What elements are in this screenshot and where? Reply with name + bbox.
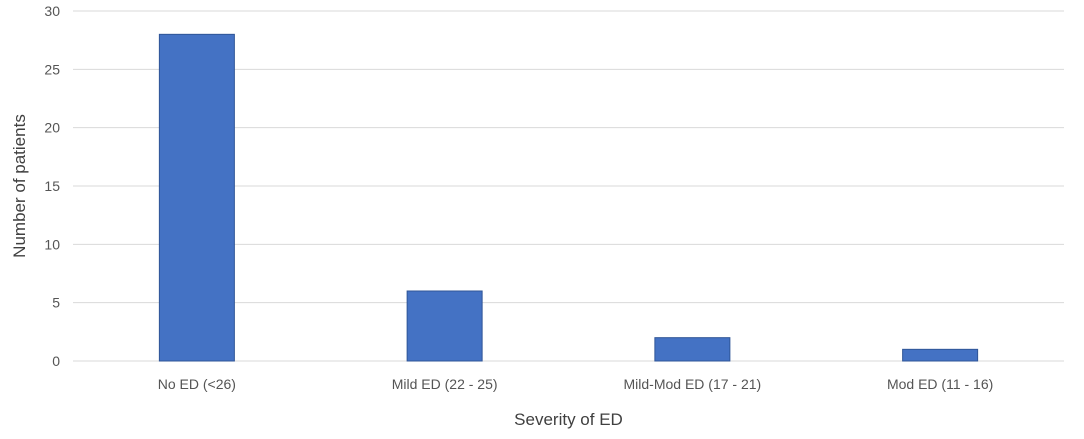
bar bbox=[654, 337, 731, 362]
bar bbox=[902, 348, 979, 362]
x-tick-label: Mild-Mod ED (17 - 21) bbox=[624, 376, 762, 392]
x-tick-label: No ED (<26) bbox=[158, 376, 236, 392]
x-tick-label: Mod ED (11 - 16) bbox=[887, 376, 993, 392]
bar bbox=[406, 290, 483, 362]
y-tick-label: 5 bbox=[52, 295, 60, 311]
gridlines bbox=[73, 10, 1064, 362]
x-axis-title: Severity of ED bbox=[514, 410, 623, 429]
bar bbox=[158, 33, 235, 362]
y-tick-label: 0 bbox=[52, 353, 60, 369]
x-axis-tick-labels: No ED (<26) Mild ED (22 - 25) Mild-Mod ED … bbox=[158, 376, 994, 392]
y-tick-label: 20 bbox=[44, 120, 60, 136]
y-axis-tick-labels: 0 5 10 15 20 25 30 bbox=[44, 3, 60, 369]
y-tick-label: 25 bbox=[44, 61, 60, 77]
y-tick-label: 15 bbox=[44, 178, 60, 194]
bars bbox=[158, 33, 979, 362]
x-tick-label: Mild ED (22 - 25) bbox=[392, 376, 498, 392]
y-tick-label: 30 bbox=[44, 3, 60, 19]
y-tick-label: 10 bbox=[44, 236, 60, 252]
y-axis-title: Number of patients bbox=[10, 114, 29, 258]
